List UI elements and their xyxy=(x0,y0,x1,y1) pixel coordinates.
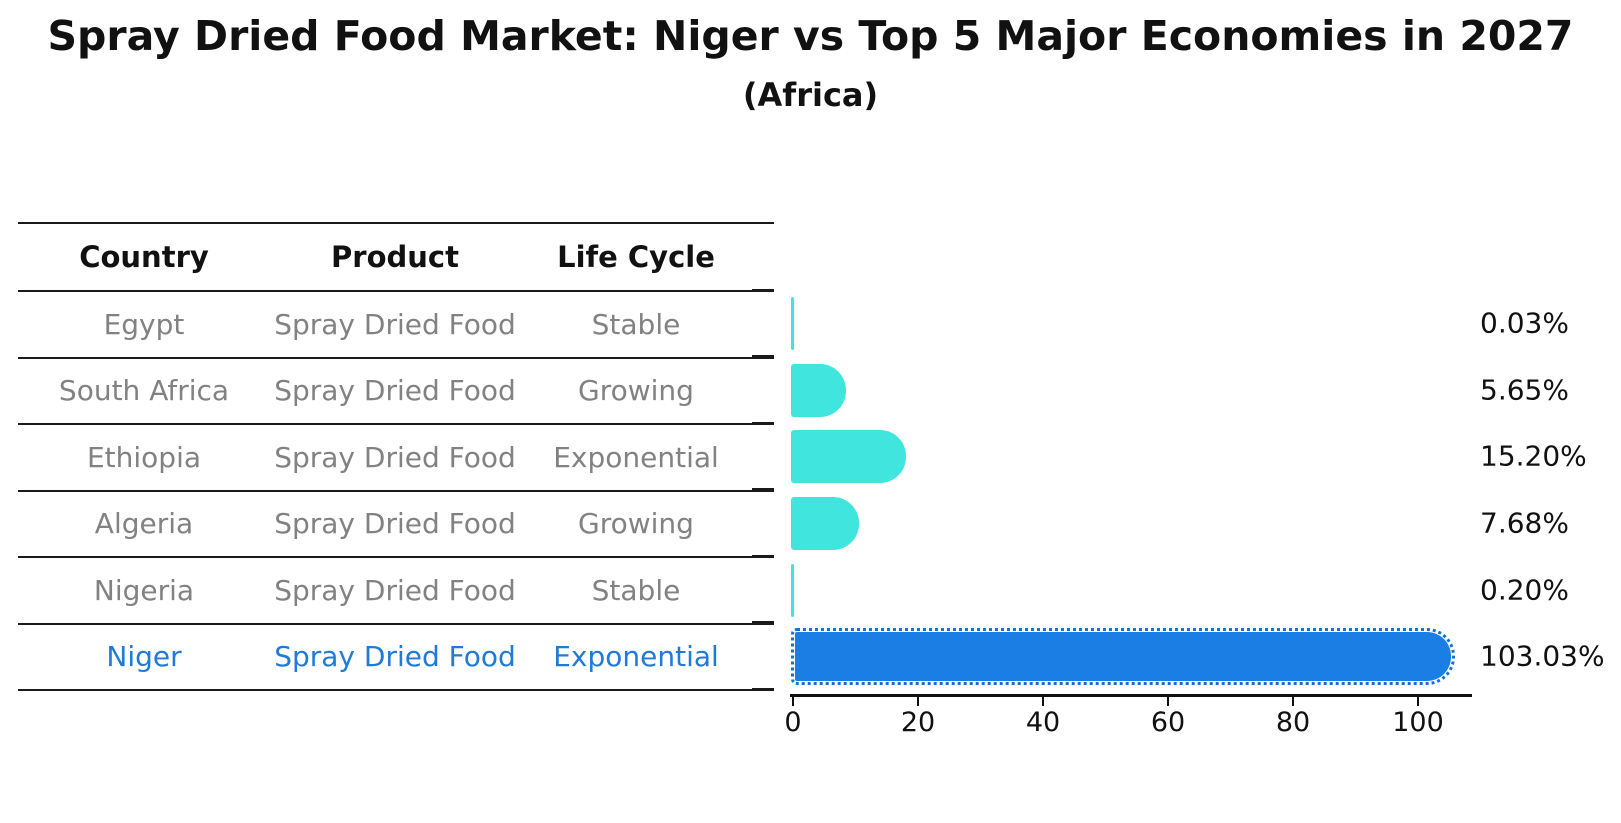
x-axis-tick-label: 20 xyxy=(900,707,936,738)
bar-egypt xyxy=(791,296,794,350)
y-axis-tick xyxy=(752,555,774,557)
x-axis-tick-label: 80 xyxy=(1275,707,1311,738)
x-axis-tick xyxy=(1042,697,1044,706)
cell-country: Ethiopia xyxy=(86,440,202,474)
table-header-product: Product xyxy=(331,240,459,274)
cell-product: Spray Dried Food xyxy=(274,507,516,541)
value-label-egypt: 0.03% xyxy=(1480,306,1569,340)
x-axis-tick xyxy=(1417,697,1419,706)
x-axis-tick-label: 0 xyxy=(784,707,802,738)
x-axis-line xyxy=(790,694,1472,697)
table-row-nigeria: Nigeria Spray Dried Food Stable xyxy=(18,558,774,625)
cell-product: Spray Dried Food xyxy=(274,573,516,607)
country-info-table: Country Product Life Cycle Egypt Spray Dr… xyxy=(18,222,774,691)
cell-life-cycle: Growing xyxy=(578,374,694,408)
x-axis-tick-label: 40 xyxy=(1025,707,1061,738)
cell-life-cycle: Stable xyxy=(591,307,681,341)
bar-niger xyxy=(791,627,1455,685)
value-label-niger: 103.03% xyxy=(1480,639,1605,673)
table-header-life-cycle: Life Cycle xyxy=(557,240,715,274)
bar-south-africa xyxy=(791,363,846,417)
cell-life-cycle: Exponential xyxy=(553,640,719,674)
x-axis-tick xyxy=(1167,697,1169,706)
chart-subtitle: (Africa) xyxy=(742,76,879,114)
y-axis-tick xyxy=(752,688,774,690)
y-axis-tick xyxy=(752,621,774,623)
table-header-country: Country xyxy=(79,240,209,274)
bar-ethiopia xyxy=(791,429,906,483)
cell-country: South Africa xyxy=(58,374,230,408)
bar-nigeria xyxy=(791,563,794,617)
table-row-south-africa: South Africa Spray Dried Food Growing xyxy=(18,359,774,425)
cell-product: Spray Dried Food xyxy=(274,640,516,674)
cell-country: Niger xyxy=(106,640,182,674)
table-row-niger: Niger Spray Dried Food Exponential xyxy=(18,625,774,691)
y-axis-tick xyxy=(752,289,774,291)
chart-title: Spray Dried Food Market: Niger vs Top 5 … xyxy=(47,12,1574,60)
cell-country: Nigeria xyxy=(93,573,195,607)
cell-country: Algeria xyxy=(94,507,194,541)
x-axis-tick xyxy=(792,697,794,706)
cell-life-cycle: Stable xyxy=(591,573,681,607)
y-axis-tick xyxy=(752,422,774,424)
table-row-egypt: Egypt Spray Dried Food Stable xyxy=(18,292,774,359)
table-row-ethiopia: Ethiopia Spray Dried Food Exponential xyxy=(18,425,774,492)
table-row-algeria: Algeria Spray Dried Food Growing xyxy=(18,492,774,558)
bar-algeria xyxy=(791,496,859,550)
x-axis-tick xyxy=(917,697,919,706)
x-axis-tick-label: 100 xyxy=(1392,707,1444,738)
x-axis-tick-label: 60 xyxy=(1150,707,1186,738)
value-label-south-africa: 5.65% xyxy=(1480,373,1569,407)
x-axis-tick xyxy=(1292,697,1294,706)
value-label-ethiopia: 15.20% xyxy=(1480,439,1587,473)
cell-life-cycle: Exponential xyxy=(553,440,719,474)
cell-product: Spray Dried Food xyxy=(274,440,516,474)
y-axis-tick xyxy=(752,488,774,490)
cell-product: Spray Dried Food xyxy=(274,307,516,341)
cell-life-cycle: Growing xyxy=(578,507,694,541)
table-header-row: Country Product Life Cycle xyxy=(18,224,774,292)
cell-country: Egypt xyxy=(103,307,185,341)
value-label-nigeria: 0.20% xyxy=(1480,573,1569,607)
y-axis-tick xyxy=(752,355,774,357)
cell-product: Spray Dried Food xyxy=(274,374,516,408)
value-label-algeria: 7.68% xyxy=(1480,506,1569,540)
